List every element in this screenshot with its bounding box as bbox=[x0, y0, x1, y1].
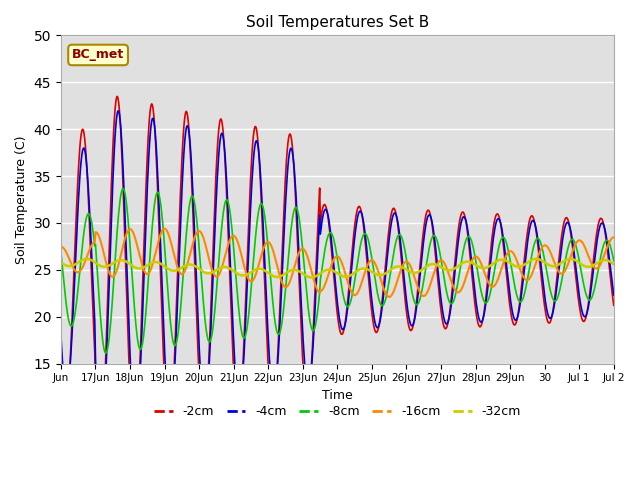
-8cm bbox=[119, 186, 127, 192]
-2cm bbox=[252, 125, 260, 131]
-8cm bbox=[427, 239, 435, 245]
-16cm bbox=[224, 242, 232, 248]
Text: BC_met: BC_met bbox=[72, 48, 124, 61]
-4cm bbox=[396, 232, 403, 238]
Line: -8cm: -8cm bbox=[61, 189, 614, 353]
-32cm bbox=[532, 256, 540, 262]
-4cm bbox=[225, 226, 233, 231]
-2cm bbox=[113, 94, 121, 99]
-8cm bbox=[124, 208, 131, 214]
-8cm bbox=[57, 250, 65, 255]
-16cm bbox=[57, 244, 65, 250]
Y-axis label: Soil Temperature (C): Soil Temperature (C) bbox=[15, 135, 28, 264]
Line: -32cm: -32cm bbox=[61, 259, 614, 277]
-16cm bbox=[427, 280, 435, 286]
-8cm bbox=[102, 350, 109, 356]
-32cm bbox=[426, 262, 434, 267]
-4cm bbox=[610, 292, 618, 298]
-4cm bbox=[57, 332, 65, 338]
-4cm bbox=[115, 108, 122, 114]
-8cm bbox=[225, 202, 233, 208]
-8cm bbox=[252, 227, 260, 232]
-4cm bbox=[252, 138, 260, 144]
-2cm bbox=[124, 309, 131, 314]
-32cm bbox=[122, 259, 130, 264]
-4cm bbox=[124, 276, 131, 282]
-2cm bbox=[273, 363, 281, 369]
-8cm bbox=[610, 258, 618, 264]
-2cm bbox=[610, 302, 618, 308]
-32cm bbox=[251, 267, 259, 273]
-8cm bbox=[273, 329, 281, 335]
-32cm bbox=[395, 264, 403, 269]
X-axis label: Time: Time bbox=[322, 389, 353, 402]
-8cm bbox=[396, 232, 403, 238]
-4cm bbox=[97, 430, 105, 435]
-4cm bbox=[427, 214, 435, 220]
-32cm bbox=[272, 274, 280, 280]
-16cm bbox=[122, 233, 130, 239]
-2cm bbox=[57, 363, 65, 369]
-16cm bbox=[252, 272, 259, 278]
-16cm bbox=[385, 294, 393, 300]
-2cm bbox=[96, 444, 104, 450]
-4cm bbox=[273, 369, 281, 374]
-16cm bbox=[610, 234, 618, 240]
-32cm bbox=[308, 275, 316, 280]
Line: -2cm: -2cm bbox=[61, 96, 614, 447]
-32cm bbox=[610, 261, 618, 267]
-2cm bbox=[396, 239, 403, 245]
-2cm bbox=[427, 213, 435, 219]
Legend: -2cm, -4cm, -8cm, -16cm, -32cm: -2cm, -4cm, -8cm, -16cm, -32cm bbox=[148, 400, 526, 423]
-32cm bbox=[57, 260, 65, 265]
-32cm bbox=[223, 264, 231, 270]
-16cm bbox=[273, 260, 280, 266]
Title: Soil Temperatures Set B: Soil Temperatures Set B bbox=[246, 15, 429, 30]
-2cm bbox=[225, 249, 233, 254]
-16cm bbox=[161, 226, 168, 231]
-16cm bbox=[396, 270, 403, 276]
Line: -4cm: -4cm bbox=[61, 111, 614, 432]
Line: -16cm: -16cm bbox=[61, 228, 614, 297]
